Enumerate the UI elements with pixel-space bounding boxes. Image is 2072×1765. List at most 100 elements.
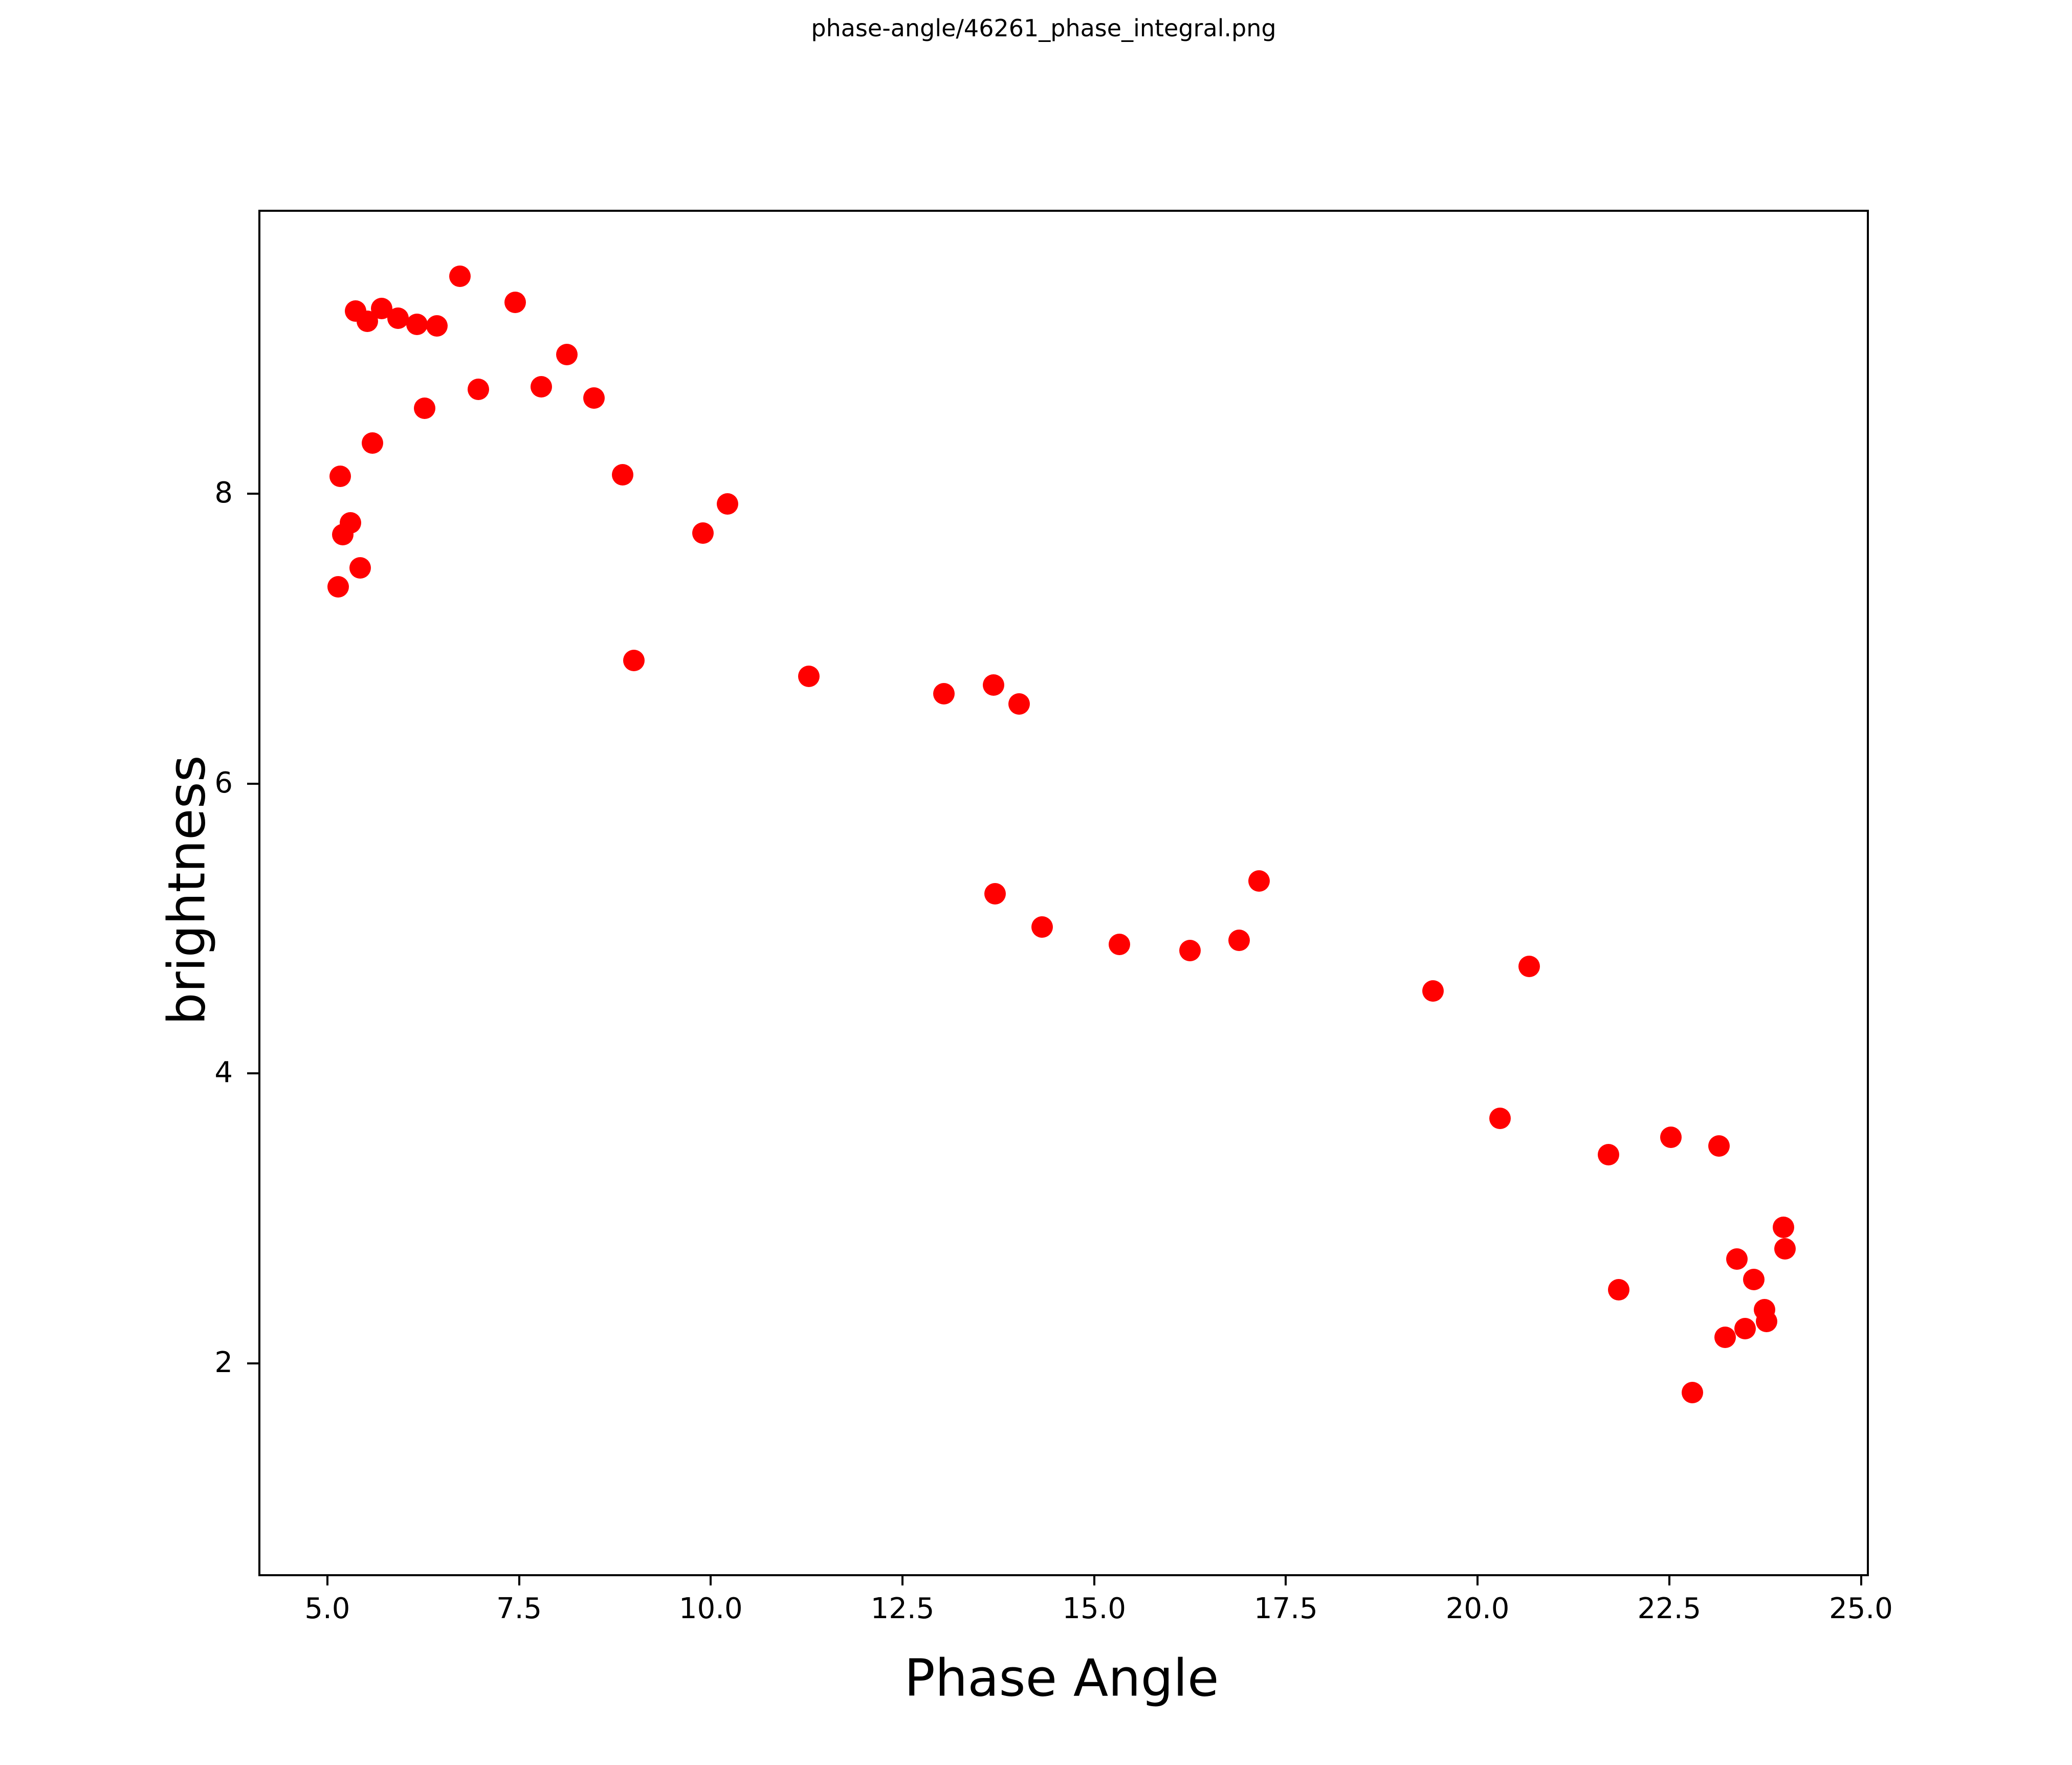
red-dot-marker — [984, 883, 1006, 905]
red-dot-marker — [1660, 1127, 1682, 1149]
green-x-marker — [451, 1017, 468, 1034]
red-dot-marker — [1734, 1318, 1756, 1340]
green-x-marker — [1776, 1430, 1793, 1447]
green-x-marker — [534, 1111, 552, 1129]
y-tick-mark — [247, 782, 258, 785]
green-x-marker — [417, 910, 435, 927]
x-tick-mark — [710, 1574, 712, 1585]
red-dot-marker — [933, 683, 955, 705]
x-tick-mark — [1285, 1574, 1287, 1585]
red-dot-marker — [1422, 980, 1444, 1002]
green-x-marker — [1492, 1366, 1509, 1384]
x-tick-label: 25.0 — [1829, 1592, 1893, 1625]
red-dot-marker — [1708, 1135, 1730, 1157]
red-dot-marker — [1726, 1248, 1748, 1270]
green-x-marker — [428, 1085, 446, 1102]
y-tick-label: 6 — [214, 766, 233, 800]
red-dot-marker — [1008, 693, 1030, 715]
green-x-marker — [359, 975, 376, 992]
red-dot-marker — [426, 315, 448, 337]
green-x-marker — [390, 925, 407, 943]
red-dot-marker — [1248, 870, 1270, 892]
green-x-marker — [1610, 1495, 1627, 1513]
green-x-marker — [1109, 1229, 1127, 1246]
red-dot-marker — [387, 307, 409, 329]
x-tick-label: 5.0 — [304, 1592, 350, 1625]
red-dot-marker — [623, 650, 645, 672]
green-x-marker — [1756, 1440, 1773, 1458]
red-dot-marker — [983, 674, 1005, 696]
green-x-marker — [625, 1091, 642, 1108]
green-x-marker — [1561, 1386, 1578, 1404]
red-dot-marker — [1518, 955, 1540, 977]
x-tick-label: 7.5 — [496, 1592, 542, 1625]
red-dot-marker — [583, 387, 605, 409]
red-dot-marker — [1031, 916, 1053, 938]
x-tick-mark — [518, 1574, 520, 1585]
red-dot-marker — [798, 666, 820, 688]
y-axis-label: brightness — [157, 755, 217, 1025]
red-dot-marker — [1607, 1278, 1629, 1300]
green-x-marker — [960, 1255, 977, 1272]
green-x-marker — [334, 947, 351, 965]
red-dot-marker — [329, 466, 351, 488]
green-x-marker — [1519, 1400, 1537, 1417]
x-tick-label: 17.5 — [1254, 1592, 1318, 1625]
green-x-marker — [805, 1071, 822, 1088]
green-x-marker — [561, 1144, 579, 1162]
green-x-marker — [611, 1126, 629, 1143]
green-x-marker — [1715, 1449, 1732, 1466]
green-x-marker — [365, 891, 382, 908]
green-x-marker — [805, 1117, 822, 1134]
green-x-marker — [1755, 1468, 1772, 1485]
plot-area — [258, 210, 1869, 1576]
red-dot-marker — [1773, 1216, 1795, 1238]
y-tick-mark — [247, 1362, 258, 1365]
green-x-marker — [1010, 1223, 1028, 1240]
green-x-marker — [1632, 1329, 1649, 1346]
red-dot-marker — [349, 557, 371, 579]
x-tick-label: 10.0 — [678, 1592, 743, 1625]
chart-title: phase-angle/46261_phase_integral.png — [811, 14, 1276, 42]
x-tick-label: 22.5 — [1637, 1592, 1702, 1625]
red-dot-marker — [717, 493, 739, 515]
x-tick-mark — [901, 1574, 903, 1585]
x-tick-mark — [1093, 1574, 1095, 1585]
green-x-marker — [1710, 1398, 1727, 1416]
y-tick-label: 8 — [214, 476, 233, 510]
red-dot-marker — [1228, 929, 1250, 951]
x-tick-mark — [1860, 1574, 1862, 1585]
red-dot-marker — [468, 379, 490, 401]
red-dot-marker — [327, 576, 349, 598]
y-tick-label: 2 — [214, 1346, 233, 1380]
y-tick-mark — [247, 493, 258, 495]
red-dot-marker — [414, 398, 436, 420]
y-tick-label: 4 — [214, 1056, 233, 1090]
red-dot-marker — [1109, 934, 1131, 956]
red-dot-marker — [556, 344, 578, 366]
green-x-marker — [1183, 1224, 1200, 1242]
red-dot-marker — [1756, 1310, 1778, 1332]
red-dot-marker — [504, 292, 526, 314]
green-x-marker — [373, 1084, 390, 1101]
x-tick-label: 20.0 — [1445, 1592, 1510, 1625]
red-dot-marker — [1774, 1238, 1796, 1260]
x-tick-mark — [1476, 1574, 1479, 1585]
green-x-marker — [341, 921, 358, 939]
red-dot-marker — [1714, 1327, 1736, 1349]
red-dot-marker — [1681, 1381, 1703, 1403]
green-x-marker — [1759, 1401, 1776, 1419]
green-x-marker — [1424, 1281, 1442, 1298]
red-dot-marker — [531, 376, 553, 398]
green-x-marker — [1736, 1458, 1753, 1475]
green-x-marker — [1492, 1325, 1509, 1342]
red-dot-marker — [1598, 1144, 1620, 1166]
green-x-marker — [351, 869, 369, 887]
red-dot-marker — [611, 464, 633, 486]
red-dot-marker — [362, 432, 384, 454]
green-x-marker — [1730, 1410, 1748, 1427]
y-tick-mark — [247, 1072, 258, 1075]
red-dot-marker — [406, 313, 428, 335]
red-dot-marker — [1743, 1268, 1765, 1290]
